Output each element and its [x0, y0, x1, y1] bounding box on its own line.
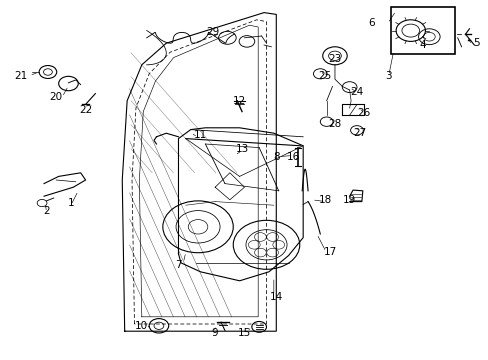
Text: 8: 8: [272, 152, 279, 162]
Text: 9: 9: [211, 328, 218, 338]
Text: 17: 17: [323, 247, 336, 257]
Text: 15: 15: [237, 328, 251, 338]
Text: 19: 19: [342, 195, 356, 205]
Text: 13: 13: [235, 144, 248, 154]
Text: 6: 6: [367, 18, 374, 28]
Text: 23: 23: [327, 54, 341, 64]
Text: 4: 4: [419, 40, 426, 50]
Text: 28: 28: [327, 119, 341, 129]
Text: 7: 7: [175, 260, 182, 270]
Text: 21: 21: [14, 71, 27, 81]
Text: 27: 27: [352, 128, 366, 138]
Text: 26: 26: [357, 108, 370, 118]
Text: 29: 29: [205, 27, 219, 37]
Text: 16: 16: [286, 152, 300, 162]
Text: 20: 20: [50, 92, 62, 102]
Text: 3: 3: [385, 71, 391, 81]
Text: 24: 24: [349, 87, 363, 97]
Text: 25: 25: [318, 71, 331, 81]
Text: 12: 12: [232, 96, 246, 106]
Text: 1: 1: [67, 198, 74, 208]
Text: 10: 10: [135, 321, 148, 331]
Text: 18: 18: [318, 195, 331, 205]
Text: 14: 14: [269, 292, 283, 302]
Text: 22: 22: [79, 105, 92, 115]
Text: 2: 2: [43, 206, 50, 216]
Text: 11: 11: [193, 130, 207, 140]
Bar: [390, 7, 454, 54]
Text: 5: 5: [472, 38, 479, 48]
